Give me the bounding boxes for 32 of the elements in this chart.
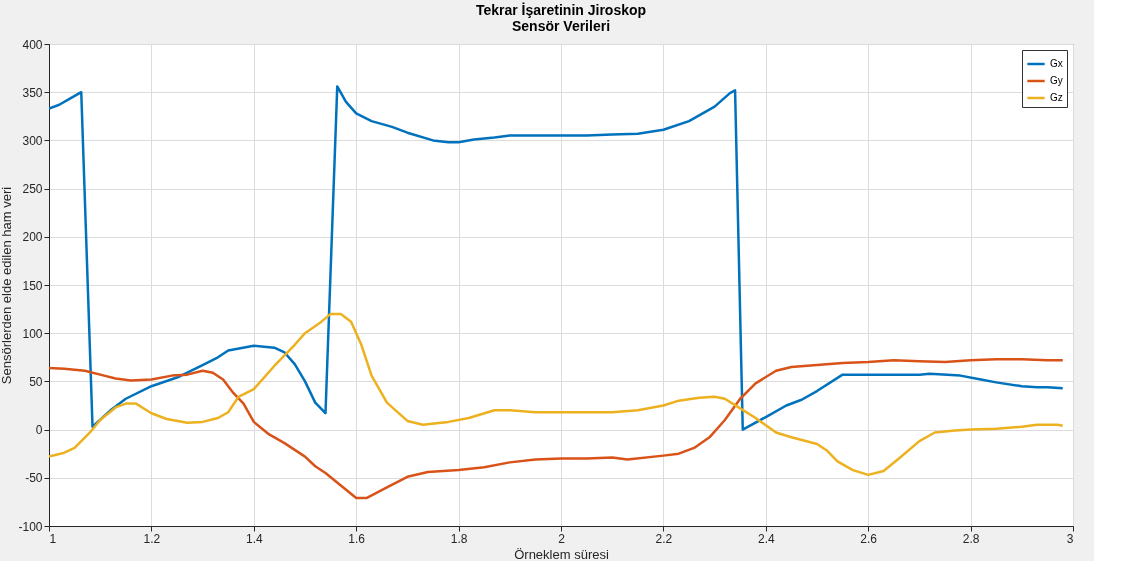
y-tick-label: 300: [22, 133, 43, 148]
chart-subtitle: Sensör Verileri: [511, 18, 611, 34]
line-series: [49, 85, 1065, 431]
y-axis-title: Sensörlerden elde edilen ham veri: [0, 186, 15, 385]
x-tick-label: 2: [558, 531, 566, 546]
x-tick-label: 2.4: [757, 531, 775, 546]
x-axis-title: Örneklem süresi: [514, 546, 609, 562]
x-tick-label: 3: [1066, 531, 1074, 546]
y-tick-label: 150: [22, 278, 43, 293]
line-series: [49, 312, 1065, 477]
y-tick-label: 200: [22, 230, 43, 245]
x-tick-label: 2.8: [962, 531, 980, 546]
y-tick-label: -100: [18, 519, 43, 534]
y-tick-label: 50: [29, 374, 43, 389]
x-tick-label: 1.8: [450, 531, 468, 546]
y-tick-label: 400: [22, 37, 43, 52]
legend-label: Gz: [1050, 92, 1063, 103]
x-tick-label: 1.6: [348, 531, 366, 546]
legend-label: Gy: [1050, 75, 1063, 86]
line-series: [49, 357, 1065, 500]
legend-label: Gx: [1050, 58, 1063, 69]
x-tick-label: 1.2: [143, 531, 161, 546]
x-tick-label: 2.6: [860, 531, 878, 546]
y-tick-label: 100: [22, 326, 43, 341]
x-tick-label: 2.2: [655, 531, 673, 546]
y-tick-label: 250: [22, 182, 43, 197]
y-tick-label: 0: [35, 423, 43, 438]
chart-title: Tekrar İşaretinin Jiroskop: [475, 2, 647, 18]
x-tick-label: 1: [49, 531, 57, 546]
y-tick-label: 350: [22, 85, 43, 100]
y-tick-label: -50: [25, 471, 43, 486]
x-tick-label: 1.4: [245, 531, 263, 546]
